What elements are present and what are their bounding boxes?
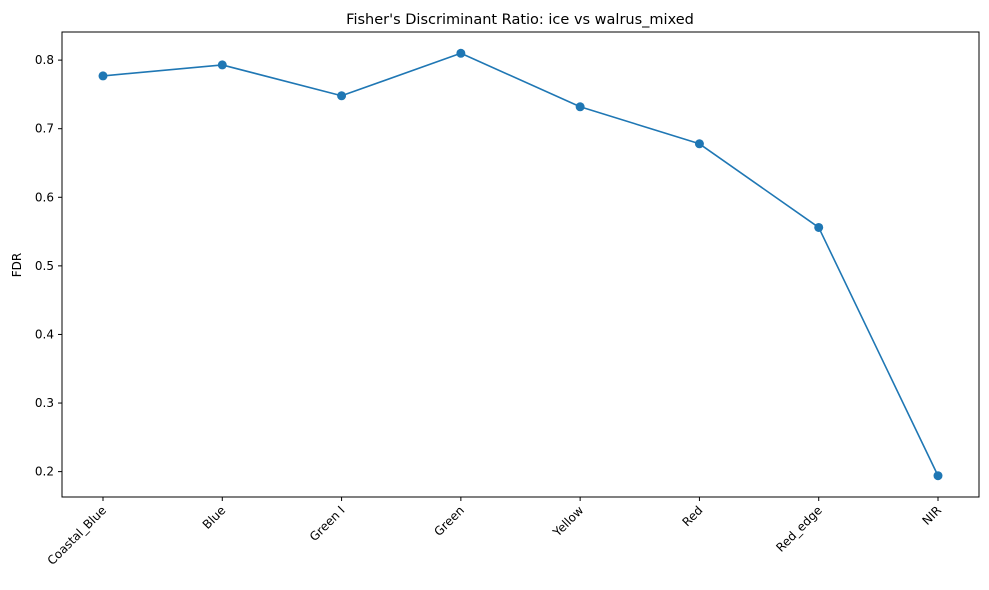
y-axis: 0.2 0.3 0.4 0.5 0.6 0.7 0.8: [35, 53, 62, 479]
x-tick-label: Green: [431, 503, 467, 539]
y-tick-label: 0.2: [35, 465, 54, 479]
chart-title: Fisher's Discriminant Ratio: ice vs walr…: [346, 12, 694, 28]
y-tick-label: 0.7: [35, 122, 54, 136]
data-point: [814, 222, 824, 232]
data-point: [217, 60, 227, 70]
x-tick-label: Red_edge: [773, 503, 824, 554]
x-axis: Coastal_Blue Blue Green I Green Yellow Red Red…: [45, 497, 944, 568]
x-tick-label: Coastal_Blue: [45, 503, 110, 568]
plot-frame: [61, 31, 980, 498]
y-tick-label: 0.4: [35, 327, 54, 341]
x-tick-label: Green I: [307, 503, 348, 544]
x-tick-label: NIR: [919, 503, 944, 528]
data-point: [98, 71, 108, 81]
y-tick-label: 0.8: [35, 53, 54, 67]
series-line: [102, 52, 939, 477]
data-point: [337, 91, 347, 101]
x-tick-label: Red: [680, 503, 706, 529]
x-tick-label: Yellow: [550, 503, 587, 540]
x-tick-label: Blue: [200, 503, 229, 532]
data-point: [575, 102, 585, 112]
data-point: [456, 48, 466, 58]
data-point: [933, 471, 943, 481]
y-tick-label: 0.5: [35, 259, 54, 273]
series-layer: [98, 48, 943, 481]
data-point: [694, 139, 704, 149]
y-tick-label: 0.6: [35, 190, 54, 204]
y-tick-label: 0.3: [35, 396, 54, 410]
y-axis-title: FDR: [10, 253, 24, 277]
